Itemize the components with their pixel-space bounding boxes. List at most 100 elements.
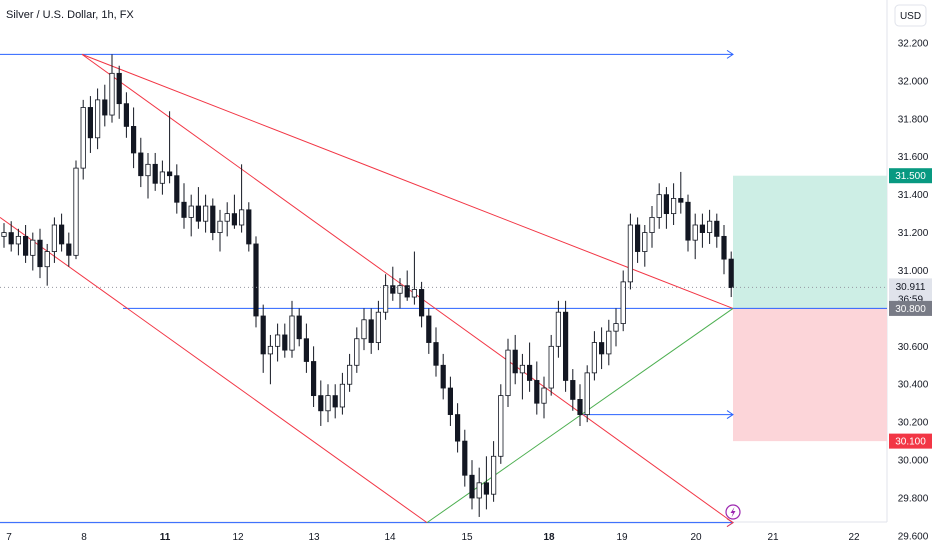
candle-body (123, 103, 129, 127)
candle-body (685, 201, 691, 241)
lightning-icon[interactable] (725, 504, 741, 520)
stop-price-tag: 30.100 (889, 433, 932, 449)
time-axis[interactable]: 7 8 11 12 13 14 15 18 19 20 21 22 (6, 532, 860, 543)
time-axis-tick: 22 (848, 532, 860, 543)
price-axis-tick: 31.400 (898, 190, 929, 201)
target-price-tag-bg (889, 168, 932, 184)
target-price-label: 31.500 (895, 171, 926, 182)
candle-body (318, 395, 324, 412)
candle-body (59, 224, 65, 245)
price-axis-tick: 29.600 (898, 531, 929, 542)
candle-body (354, 338, 360, 366)
candle-body (599, 342, 605, 355)
candle-body (66, 243, 72, 256)
price-axis-tick: 31.800 (898, 114, 929, 125)
candle-body (339, 383, 346, 408)
time-axis-tick: 7 (6, 532, 12, 543)
candle-body (361, 319, 367, 340)
candle-body (8, 232, 14, 245)
candle-body (310, 361, 317, 397)
time-axis-tick: 11 (160, 532, 171, 543)
price-axis-tick: 30.000 (898, 456, 929, 467)
candle-body (447, 387, 454, 415)
candle-body (30, 239, 36, 256)
candle-body (649, 217, 655, 233)
candle-body (1, 232, 7, 237)
candle-body (635, 224, 641, 252)
time-axis-tick: 13 (308, 532, 320, 543)
stop-price-label: 30.100 (895, 437, 926, 448)
candle-body (51, 224, 58, 252)
candle-body (44, 251, 50, 268)
candle-body (80, 107, 86, 169)
price-axis-tick: 31.200 (898, 228, 929, 239)
candle-body (721, 235, 727, 260)
candle-body (541, 387, 547, 404)
candle-body (548, 345, 554, 389)
candle-body (469, 474, 475, 499)
currency-button[interactable]: USD (894, 4, 927, 27)
candle-body (253, 243, 259, 317)
candle-body (231, 213, 237, 226)
lightning-icon-glyph[interactable] (730, 507, 736, 518)
price-axis-tick: 30.600 (898, 342, 929, 353)
candle-body (404, 285, 410, 298)
candle-body (202, 205, 209, 222)
candle-body (188, 205, 194, 218)
candle-body (267, 345, 274, 355)
candle-body (303, 338, 310, 362)
candle-body (555, 311, 562, 347)
candle-body (483, 482, 490, 495)
candle-body (707, 220, 713, 233)
candle-body (714, 220, 720, 237)
candle-body (332, 395, 338, 408)
candle-body (570, 380, 576, 400)
candle-body (138, 152, 144, 177)
price-axis-tick: 30.400 (898, 380, 929, 391)
candle-body (130, 126, 137, 154)
candle-body (87, 107, 93, 139)
currency-button-label[interactable]: USD (900, 11, 921, 22)
entry-price-tag-bg (889, 300, 932, 316)
candle-body (534, 380, 540, 404)
candle-body (433, 342, 439, 366)
candle-body (563, 311, 569, 381)
candle-body (671, 198, 677, 215)
candle-body (116, 72, 122, 105)
candle-body (642, 232, 648, 252)
candle-body (462, 440, 468, 476)
candle-body (498, 395, 504, 457)
trendline-upper (81, 53, 734, 309)
entry-price-label: 30.800 (895, 304, 926, 315)
candle-body (346, 364, 353, 385)
loss-zone[interactable] (733, 308, 887, 442)
time-axis-tick: 14 (384, 532, 396, 543)
profit-zone[interactable] (733, 175, 887, 309)
candle-body (454, 414, 461, 442)
time-axis-tick: 18 (543, 532, 555, 543)
price-axis-tick: 29.800 (898, 493, 929, 504)
symbol-title: Silver / U.S. Dollar, 1h, FX (6, 9, 134, 21)
candle-body (591, 342, 598, 374)
candle-body (210, 205, 216, 233)
candle-body (109, 72, 115, 116)
time-axis-tick: 19 (616, 532, 628, 543)
candle-body (375, 311, 382, 343)
candle-body (22, 235, 29, 256)
stop-price-tag-bg (889, 433, 932, 449)
candle-body (145, 163, 151, 177)
price-axis[interactable]: 32.200 32.000 31.800 31.600 31.400 31.200 31.0… (898, 39, 929, 543)
candle-body (411, 289, 418, 298)
candle-body (606, 330, 612, 355)
candle-body (519, 364, 526, 374)
candle-body (663, 194, 670, 215)
price-axis-tick: 31.000 (898, 266, 929, 277)
currency-button-frame[interactable] (894, 4, 927, 27)
candle-body (238, 209, 245, 226)
candle-body (426, 315, 432, 343)
candle-body (613, 323, 619, 332)
time-axis-tick: 20 (690, 532, 702, 543)
candle-body (390, 285, 396, 294)
candle-body (577, 399, 583, 415)
